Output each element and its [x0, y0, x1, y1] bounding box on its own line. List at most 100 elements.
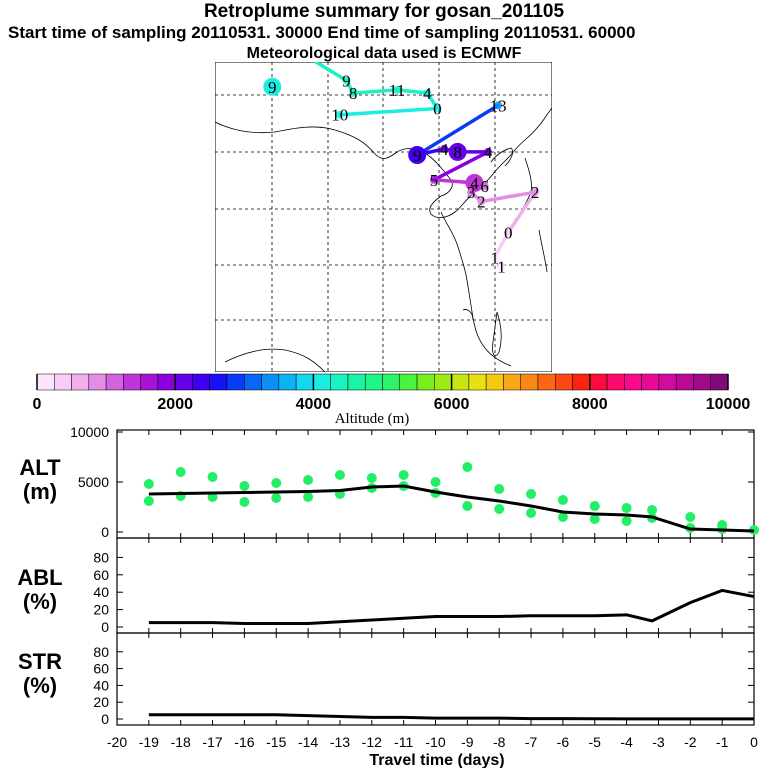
- alt-scatter-point: [557, 512, 568, 522]
- trajectory-day-label: 1: [497, 258, 506, 277]
- y-tick-label: 20: [93, 694, 109, 710]
- x-tick-label: -17: [202, 734, 222, 750]
- alt-scatter-point: [303, 492, 314, 502]
- trajectory-segment: [395, 88, 430, 95]
- met-note: Meteorological data used is ECMWF: [246, 45, 522, 62]
- trajectory-day-label: 1: [490, 248, 499, 267]
- trajectory-day-label: 10: [331, 106, 348, 125]
- trajectory-day-label: 2: [531, 183, 540, 202]
- trajectory-segment: [337, 106, 440, 117]
- trajectory-point: [342, 76, 351, 85]
- x-tick-label: -11: [394, 734, 413, 750]
- alt-scatter-point: [462, 501, 473, 511]
- trajectory-day-label: 9: [413, 146, 422, 165]
- trajectory-point: [423, 89, 432, 97]
- colorbar-axis-label: Altitude (m): [335, 411, 410, 427]
- x-tick-label: -7: [525, 734, 538, 750]
- altitude-colorbar: 0 2000 4000 6000 8000 10000 Altitude (m): [33, 373, 750, 427]
- trajectory-point: [408, 146, 427, 164]
- y-tick-label: 80: [93, 644, 109, 660]
- trajectory-point: [494, 101, 503, 110]
- str-panel-label: STR (%): [18, 649, 62, 698]
- x-tick-label: -9: [461, 734, 474, 750]
- alt-panel: 10000 5000 0: [70, 424, 759, 540]
- alt-scatter-point: [494, 504, 505, 514]
- colorbar-tick-label: 6000: [434, 396, 470, 413]
- trajectory-point: [392, 85, 401, 94]
- trajectory-segment: [415, 103, 500, 157]
- alt-scatter-point: [239, 497, 250, 507]
- alt-scatter-point: [143, 496, 154, 506]
- alt-scatter-point: [557, 495, 568, 505]
- trajectory-segment: [351, 88, 399, 95]
- x-tick-label: -6: [557, 734, 570, 750]
- alt-scatter-point: [271, 478, 282, 488]
- x-tick-label: -8: [493, 734, 506, 750]
- alt-scatter-point: [175, 467, 186, 477]
- trajectory-point: [263, 77, 282, 96]
- trajectory-day-label: 4: [440, 140, 449, 159]
- trajectory-segment: [479, 190, 537, 204]
- trajectory-day-label: 8: [453, 143, 462, 162]
- y-tick-label: 0: [101, 524, 109, 540]
- x-tick-label: 0: [750, 734, 758, 750]
- colorbar-tick-label: 0: [33, 396, 42, 413]
- trajectory-day-label: 4: [484, 143, 493, 162]
- alt-scatter-point: [462, 462, 473, 472]
- colorbar-tick-label: 8000: [572, 396, 608, 413]
- map-grid: [215, 62, 552, 372]
- trajectory-segment: [506, 190, 537, 235]
- trajectory-day-label: 11: [389, 81, 405, 100]
- alt-scatter-point: [303, 475, 314, 485]
- x-axis-label: Travel time (days): [369, 752, 504, 768]
- x-tick-label: -18: [171, 734, 191, 750]
- colorbar-tick-label: 2000: [157, 396, 193, 413]
- y-tick-label: 5000: [78, 474, 109, 490]
- y-tick-label: 60: [93, 567, 109, 583]
- alt-scatter-point: [685, 512, 696, 522]
- alt-scatter-point: [526, 489, 537, 499]
- trajectory-point: [430, 175, 439, 184]
- y-tick-label: 40: [93, 584, 109, 600]
- x-tick-label: -19: [139, 734, 159, 750]
- x-tick-label: -16: [234, 734, 254, 750]
- alt-scatter-point: [526, 508, 537, 518]
- trajectory-day-label: 3: [467, 183, 476, 202]
- alt-scatter-point: [717, 520, 728, 530]
- trajectory-point: [483, 147, 492, 156]
- y-tick-label: 0: [101, 711, 109, 727]
- trajectory-point: [440, 144, 449, 153]
- alt-scatter-point: [398, 470, 409, 480]
- alt-scatter-point: [589, 501, 600, 511]
- y-tick-label: 80: [93, 549, 109, 565]
- trajectory-point: [349, 89, 358, 97]
- x-tick-label: -10: [425, 734, 445, 750]
- trajectory-day-label: 6: [480, 177, 489, 196]
- trajectory-day-label: 0: [504, 224, 513, 243]
- alt-scatter-point: [239, 481, 250, 491]
- alt-scatter-point: [621, 503, 632, 513]
- trajectory-day-label: 5: [430, 171, 439, 190]
- alt-series-line: [148, 484, 755, 533]
- x-tick-label: -4: [620, 734, 633, 750]
- abl-series-line: [148, 588, 755, 626]
- chart-title: Retroplume summary for gosan_201105: [203, 1, 565, 22]
- trajectory-point: [490, 253, 499, 262]
- trajectory-day-label: 2: [477, 193, 486, 212]
- trajectory-point: [433, 104, 442, 113]
- y-tick-label: 60: [93, 661, 109, 677]
- x-tick-label: -13: [330, 734, 350, 750]
- alt-panel-label: ALT (m): [19, 455, 61, 504]
- trajectory-point: [477, 197, 486, 206]
- alt-scatter-point: [334, 470, 345, 480]
- trajectory-day-label: 9: [268, 78, 277, 97]
- trajectory-point: [497, 262, 506, 271]
- str-series-line: [148, 713, 754, 721]
- colorbar-tick-label: 4000: [296, 396, 332, 413]
- trajectory-segment: [492, 230, 510, 260]
- trajectory-day-label: 9: [342, 72, 351, 91]
- trajectory-point: [480, 182, 489, 190]
